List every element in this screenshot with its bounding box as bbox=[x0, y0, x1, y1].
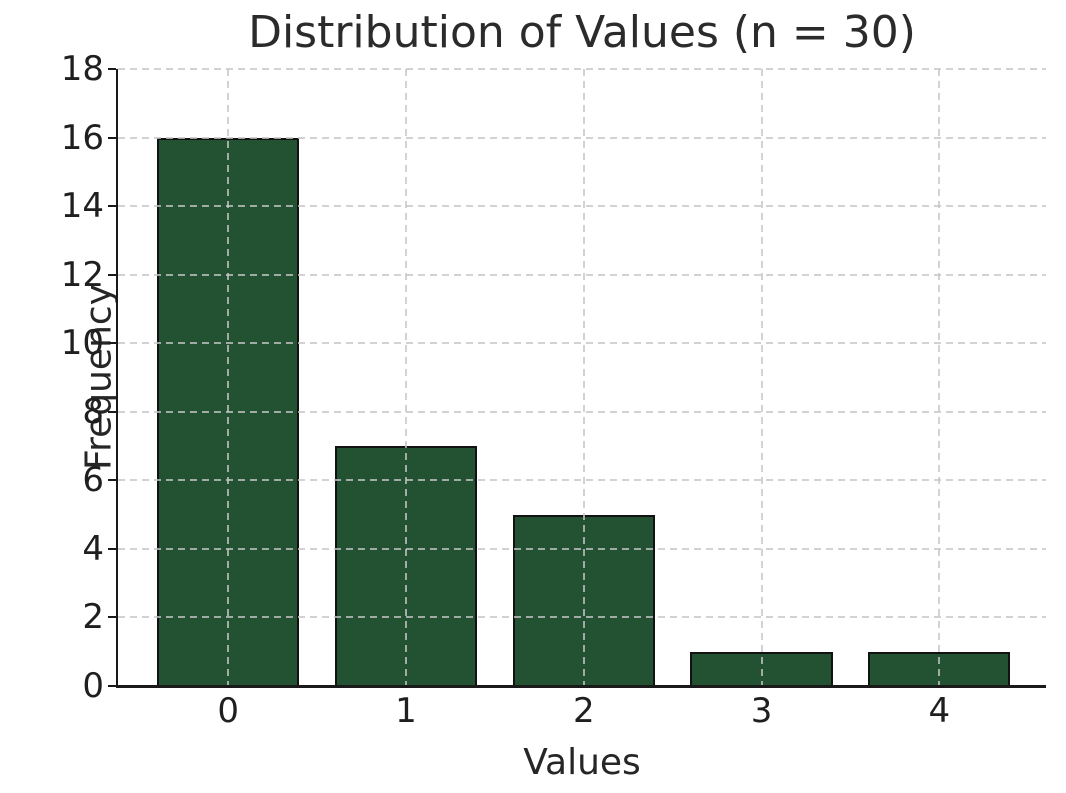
y-tick-mark bbox=[108, 616, 116, 619]
x-axis-spine bbox=[116, 685, 1046, 688]
plot-area bbox=[116, 68, 1046, 688]
y-tick-mark bbox=[108, 547, 116, 550]
x-tick-label: 0 bbox=[217, 691, 240, 731]
bar bbox=[157, 137, 300, 686]
y-tick-mark bbox=[108, 410, 116, 413]
y-tick-label: 6 bbox=[82, 460, 104, 501]
y-tick-mark bbox=[108, 685, 116, 687]
x-tick-label: 2 bbox=[572, 691, 595, 731]
y-tick-label: 2 bbox=[82, 597, 104, 638]
x-axis-label: Values bbox=[523, 742, 641, 783]
bar bbox=[868, 651, 1011, 686]
y-tick-mark bbox=[108, 136, 116, 139]
y-axis-spine bbox=[116, 69, 118, 686]
y-tick-label: 10 bbox=[60, 323, 104, 364]
x-tick-label: 1 bbox=[395, 691, 417, 731]
y-tick-label: 0 bbox=[82, 666, 104, 706]
y-axis-label: Frequency bbox=[78, 284, 120, 470]
bar bbox=[512, 514, 655, 686]
x-tick-label: 3 bbox=[750, 691, 773, 731]
y-tick-mark bbox=[108, 273, 116, 276]
x-tick-label: 4 bbox=[928, 691, 951, 731]
y-tick-mark bbox=[108, 479, 116, 482]
y-tick-mark bbox=[108, 205, 116, 208]
y-tick-mark bbox=[108, 342, 116, 345]
y-tick-mark bbox=[108, 68, 116, 70]
bar bbox=[334, 446, 478, 686]
y-tick-label: 8 bbox=[82, 391, 104, 432]
chart-title: Distribution of Values (n = 30) bbox=[248, 7, 916, 58]
y-tick-label: 14 bbox=[60, 186, 104, 227]
y-tick-label: 4 bbox=[82, 528, 104, 569]
bar bbox=[690, 651, 833, 686]
bars-layer bbox=[118, 69, 1046, 686]
y-tick-label: 16 bbox=[60, 117, 104, 158]
y-tick-label: 18 bbox=[60, 49, 104, 89]
y-tick-label: 12 bbox=[60, 254, 104, 295]
